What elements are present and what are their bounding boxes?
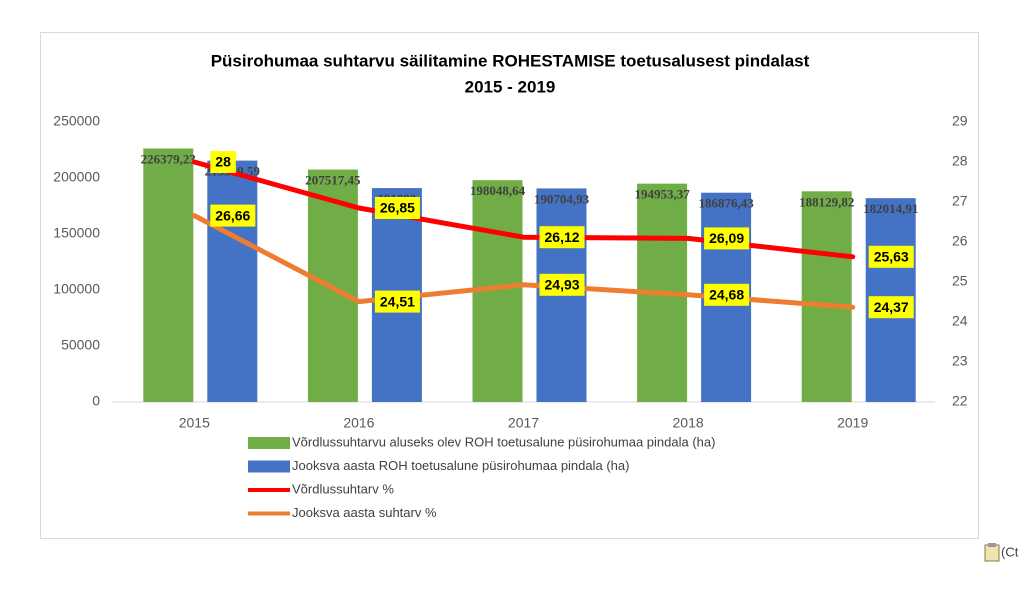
line-value-label-box (210, 204, 256, 227)
x-tick-label: 2015 (179, 415, 210, 431)
y2-tick-label: 29 (952, 113, 968, 129)
y2-tick-label: 23 (952, 353, 968, 369)
legend-label: Jooksva aasta ROH toetusalune püsirohuma… (292, 458, 629, 473)
y-tick-label: 250000 (53, 113, 100, 129)
bar (207, 160, 258, 402)
line-value-label: 26,85 (380, 200, 415, 216)
y2-tick-label: 27 (952, 193, 968, 209)
bar (801, 191, 852, 402)
line-value-label-box (539, 273, 585, 296)
chart-title: Püsirohumaa suhtarvu säilitamine ROHESTA… (211, 51, 810, 70)
line-value-label: 25,63 (874, 249, 909, 265)
legend-label: Võrdlussuhtarvu aluseks olev ROH toetusa… (292, 434, 715, 449)
y-tick-label: 0 (92, 393, 100, 409)
y2-tick-label: 22 (952, 393, 968, 409)
bar-value-label: 182014,91 (863, 201, 918, 216)
line-value-label: 28 (215, 154, 231, 170)
x-tick-label: 2017 (508, 415, 539, 431)
x-tick-label: 2016 (343, 415, 374, 431)
y-tick-label: 150000 (53, 225, 100, 241)
line-value-label: 26,12 (545, 229, 580, 245)
legend-swatch (248, 437, 290, 449)
bar-value-label: 226379,23 (141, 151, 197, 166)
paste-hint[interactable]: (Ct (1001, 544, 1019, 559)
y2-tick-label: 25 (952, 273, 968, 289)
y-tick-label: 200000 (53, 169, 100, 185)
line-value-label-box (539, 226, 585, 249)
paste-icon[interactable] (984, 543, 1000, 562)
line-value-label-box (374, 290, 420, 313)
line-value-label-box (210, 151, 236, 173)
y-tick-label: 100000 (53, 281, 100, 297)
legend-label: Võrdlussuhtarv % (292, 481, 394, 496)
chart-subtitle: 2015 - 2019 (465, 77, 556, 96)
line-value-label-box (374, 197, 420, 219)
line-value-label: 24,93 (545, 277, 580, 293)
y2-tick-label: 28 (952, 153, 968, 169)
line-value-label: 24,51 (380, 293, 415, 309)
bar (143, 148, 194, 402)
x-tick-label: 2019 (837, 415, 868, 431)
x-tick-label: 2018 (673, 415, 704, 431)
y2-tick-label: 24 (952, 313, 968, 329)
line-value-label-box (704, 283, 750, 306)
line-value-label: 24,68 (709, 287, 744, 303)
line-value-label: 26,66 (215, 207, 250, 223)
y-tick-label: 50000 (61, 337, 100, 353)
bar-value-label: 194953,37 (634, 187, 690, 202)
bar-value-label: 190704,93 (534, 191, 590, 206)
bar-value-label: 207517,45 (305, 173, 361, 188)
bar-value-label: 198048,64 (470, 183, 526, 198)
line-value-label-box (704, 227, 750, 250)
line-value-label-box (868, 296, 914, 319)
legend-label: Jooksva aasta suhtarv % (292, 505, 437, 520)
paste-icon-box[interactable] (984, 544, 1000, 562)
line-value-label-box (868, 245, 914, 268)
bar-value-label: 186876,43 (698, 196, 754, 211)
line-value-label: 26,09 (709, 230, 744, 246)
bar-value-label: 188129,82 (799, 194, 854, 209)
paste-icon-clip[interactable] (988, 543, 996, 547)
line-value-label: 24,37 (874, 299, 909, 315)
y2-tick-label: 26 (952, 233, 968, 249)
legend-swatch (248, 460, 290, 473)
